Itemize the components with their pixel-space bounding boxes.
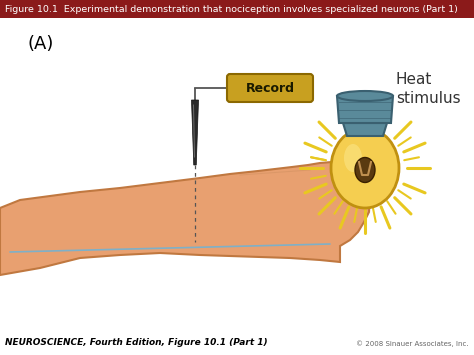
Text: Record: Record: [246, 82, 294, 94]
Text: NEUROSCIENCE, Fourth Edition, Figure 10.1 (Part 1): NEUROSCIENCE, Fourth Edition, Figure 10.…: [5, 338, 268, 347]
Ellipse shape: [344, 144, 362, 172]
Polygon shape: [343, 123, 387, 136]
Text: © 2008 Sinauer Associates, Inc.: © 2008 Sinauer Associates, Inc.: [356, 340, 469, 347]
Polygon shape: [337, 96, 393, 123]
Ellipse shape: [337, 91, 393, 101]
Polygon shape: [191, 100, 199, 165]
Ellipse shape: [355, 158, 375, 182]
Ellipse shape: [331, 128, 399, 208]
FancyBboxPatch shape: [227, 74, 313, 102]
Text: Heat
stimulus: Heat stimulus: [396, 72, 461, 105]
Text: (A): (A): [28, 35, 55, 53]
Bar: [0, 0, 474, 18]
Text: Figure 10.1  Experimental demonstration that nociception involves specialized ne: Figure 10.1 Experimental demonstration t…: [5, 5, 458, 13]
Polygon shape: [0, 161, 370, 275]
